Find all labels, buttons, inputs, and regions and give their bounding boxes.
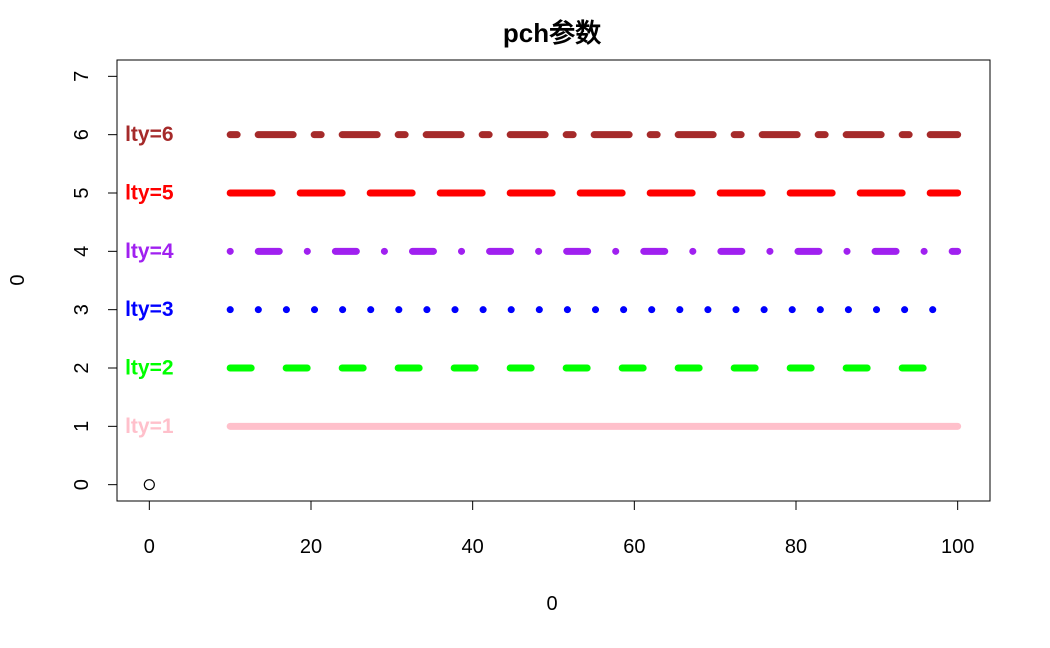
y-tick-label: 4 — [71, 246, 93, 257]
y-tick-label: 6 — [71, 129, 93, 140]
x-tick-label: 80 — [785, 536, 807, 558]
series-label-lty-2: lty=2 — [125, 357, 173, 380]
x-tick-label: 60 — [623, 536, 645, 558]
x-tick-label: 40 — [462, 536, 484, 558]
series-label-lty-1: lty=1 — [125, 415, 174, 438]
series-label-lty-6: lty=6 — [125, 123, 173, 146]
series-label-lty-5: lty=5 — [125, 182, 174, 205]
points-layer — [143, 479, 155, 491]
series-labels: lty=1 lty=2 lty=3 lty=4 lty=5 lty=6 — [125, 123, 174, 438]
plot-frame — [116, 59, 991, 502]
data-point — [143, 479, 155, 491]
x-axis-title: 0 — [546, 593, 557, 615]
y-tick-label: 1 — [71, 421, 93, 432]
y-tick-label: 3 — [71, 304, 93, 315]
y-tick-label: 5 — [71, 187, 93, 198]
y-tick-label: 7 — [71, 71, 93, 82]
series-layer — [226, 131, 962, 430]
chart-title: pch参数 — [503, 18, 602, 48]
y-axis: 0 1 2 3 4 5 6 7 — [71, 71, 118, 490]
y-tick-label: 0 — [71, 479, 93, 490]
series-label-lty-4: lty=4 — [125, 240, 174, 263]
x-tick-label: 100 — [941, 536, 974, 558]
y-tick-label: 2 — [71, 362, 93, 373]
series-label-lty-3: lty=3 — [125, 298, 173, 321]
x-tick-label: 0 — [144, 536, 155, 558]
x-tick-label: 20 — [300, 536, 322, 558]
y-axis-title: 0 — [7, 274, 29, 285]
x-axis: 0 20 40 60 80 100 — [144, 500, 974, 558]
